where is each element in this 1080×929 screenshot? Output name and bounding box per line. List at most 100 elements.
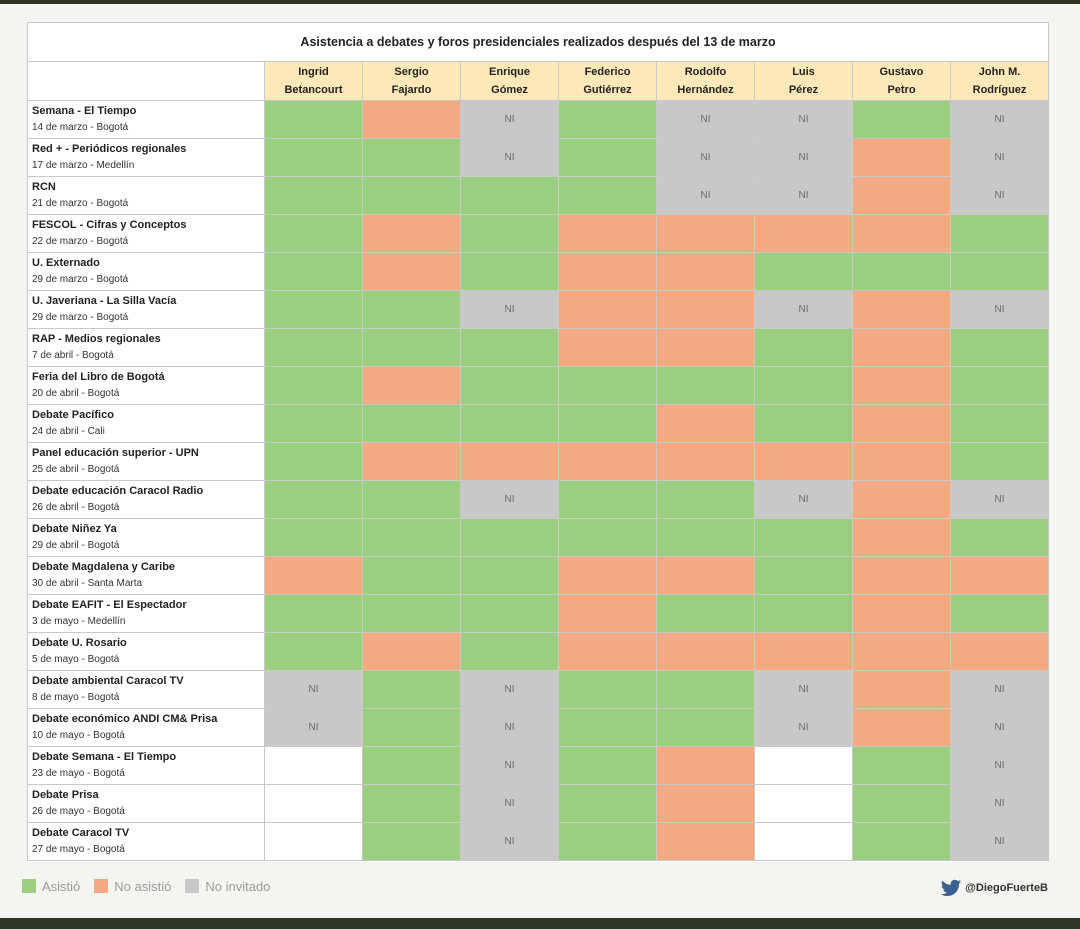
status-cell-sergio-fajardo: [362, 366, 461, 405]
status-cell-luis-perez: [754, 328, 853, 367]
status-cell-federico-gutierrez: [558, 556, 657, 595]
table-row: Debate económico ANDI CM& Prisa 10 de may…: [27, 708, 1050, 747]
status-cell-rodolfo-hernandez: [656, 214, 755, 253]
status-cell-enrique-gomez: [460, 594, 559, 633]
status-cell-luis-perez: [754, 214, 853, 253]
status-cell-john-m-rodriguez: [949, 214, 1050, 253]
event-name: Debate económico ANDI CM& Prisa: [32, 713, 218, 725]
status-cell-john-m-rodriguez: NI: [949, 670, 1050, 709]
table-row: Debate EAFIT - El Espectador 3 de mayo - …: [27, 594, 1050, 633]
status-cell-enrique-gomez: [460, 518, 559, 557]
table-row: Panel educación superior - UPN 25 de abri…: [27, 442, 1050, 481]
status-cell-gustavo-petro: [852, 632, 951, 671]
status-cell-gustavo-petro: [852, 480, 951, 519]
candidate-first-name: Enrique: [489, 66, 530, 78]
table-title: Asistencia a debates y foros presidencia…: [26, 22, 1050, 62]
status-cell-ingrid-betancourt: [264, 746, 363, 785]
candidate-header-luis-perez: Luis Pérez: [754, 61, 853, 101]
status-cell-ingrid-betancourt: [264, 176, 363, 215]
status-cell-luis-perez: NI: [754, 100, 853, 139]
status-cell-enrique-gomez: NI: [460, 138, 559, 177]
status-cell-rodolfo-hernandez: [656, 252, 755, 291]
status-cell-luis-perez: NI: [754, 138, 853, 177]
status-cell-luis-perez: NI: [754, 708, 853, 747]
status-cell-enrique-gomez: NI: [460, 784, 559, 823]
status-cell-federico-gutierrez: [558, 708, 657, 747]
status-cell-gustavo-petro: [852, 708, 951, 747]
event-cell: Feria del Libro de Bogotá 20 de abril - B…: [27, 366, 265, 405]
candidate-last-name: Rodríguez: [972, 84, 1027, 96]
status-cell-john-m-rodriguez: NI: [949, 176, 1050, 215]
event-date-place: 21 de marzo - Bogotá: [32, 198, 129, 209]
status-cell-ingrid-betancourt: [264, 328, 363, 367]
status-cell-rodolfo-hernandez: [656, 328, 755, 367]
candidate-last-name: Pérez: [788, 84, 819, 96]
event-date-place: 20 de abril - Bogotá: [32, 388, 120, 399]
status-cell-john-m-rodriguez: NI: [949, 100, 1050, 139]
event-cell: Debate Pacífico 24 de abril - Cali: [27, 404, 265, 443]
status-cell-ingrid-betancourt: [264, 100, 363, 139]
event-cell: Debate ambiental Caracol TV 8 de mayo - B…: [27, 670, 265, 709]
event-name: Debate U. Rosario: [32, 637, 127, 649]
candidate-last-name: Gómez: [491, 84, 528, 96]
candidate-last-name: Betancourt: [284, 84, 343, 96]
status-cell-enrique-gomez: NI: [460, 746, 559, 785]
status-cell-sergio-fajardo: [362, 252, 461, 291]
status-cell-gustavo-petro: [852, 670, 951, 709]
status-cell-ingrid-betancourt: [264, 404, 363, 443]
status-cell-rodolfo-hernandez: [656, 746, 755, 785]
status-cell-rodolfo-hernandez: [656, 632, 755, 671]
credit-handle[interactable]: @DiegoFuerteB: [965, 882, 1048, 894]
status-cell-enrique-gomez: NI: [460, 290, 559, 329]
status-cell-enrique-gomez: NI: [460, 480, 559, 519]
status-cell-rodolfo-hernandez: [656, 404, 755, 443]
legend-swatch: [185, 879, 200, 893]
candidate-last-name: Gutiérrez: [583, 84, 632, 96]
event-cell: U. Javeriana - La Silla Vacía 29 de marzo…: [27, 290, 265, 329]
status-cell-john-m-rodriguez: [949, 556, 1050, 595]
event-date-place: 26 de mayo - Bogotá: [32, 806, 125, 817]
status-cell-rodolfo-hernandez: [656, 290, 755, 329]
status-cell-rodolfo-hernandez: [656, 480, 755, 519]
status-cell-federico-gutierrez: [558, 366, 657, 405]
status-cell-sergio-fajardo: [362, 670, 461, 709]
status-cell-luis-perez: [754, 822, 853, 861]
candidate-last-name: Fajardo: [391, 84, 432, 96]
status-cell-luis-perez: [754, 594, 853, 633]
status-cell-ingrid-betancourt: [264, 632, 363, 671]
candidate-first-name: John M.: [978, 66, 1021, 78]
status-cell-sergio-fajardo: [362, 556, 461, 595]
status-cell-sergio-fajardo: [362, 822, 461, 861]
event-cell: Debate Magdalena y Caribe 30 de abril - S…: [27, 556, 265, 595]
status-cell-john-m-rodriguez: NI: [949, 708, 1050, 747]
status-cell-luis-perez: [754, 442, 853, 481]
status-cell-rodolfo-hernandez: [656, 822, 755, 861]
status-cell-federico-gutierrez: [558, 518, 657, 557]
status-cell-john-m-rodriguez: [949, 328, 1050, 367]
candidate-first-name: Rodolfo: [684, 66, 727, 78]
event-name: Debate Caracol TV: [32, 827, 130, 839]
header-row: Ingrid Betancourt Sergio Fajardo Enrique Góme…: [27, 61, 1050, 101]
legend: Asistió No asistió No invitado: [22, 877, 284, 895]
attendance-table: Asistencia a debates y foros presidencia…: [26, 22, 1050, 861]
status-cell-enrique-gomez: [460, 404, 559, 443]
status-cell-enrique-gomez: [460, 632, 559, 671]
status-cell-sergio-fajardo: [362, 328, 461, 367]
status-cell-luis-perez: NI: [754, 670, 853, 709]
event-cell: Debate Caracol TV 27 de mayo - Bogotá: [27, 822, 265, 861]
status-cell-sergio-fajardo: [362, 176, 461, 215]
event-date-place: 27 de mayo - Bogotá: [32, 844, 125, 855]
status-cell-federico-gutierrez: [558, 480, 657, 519]
event-date-place: 10 de mayo - Bogotá: [32, 730, 125, 741]
status-cell-gustavo-petro: [852, 404, 951, 443]
event-name: U. Externado: [32, 257, 100, 269]
event-cell: Debate U. Rosario 5 de mayo - Bogotá: [27, 632, 265, 671]
status-cell-ingrid-betancourt: [264, 822, 363, 861]
status-cell-sergio-fajardo: [362, 442, 461, 481]
candidate-last-name: Petro: [887, 84, 916, 96]
status-cell-rodolfo-hernandez: [656, 366, 755, 405]
status-cell-luis-perez: [754, 632, 853, 671]
status-cell-john-m-rodriguez: NI: [949, 480, 1050, 519]
table-row: Debate Pacífico 24 de abril - Cali: [27, 404, 1050, 443]
event-name: Debate Prisa: [32, 789, 99, 801]
